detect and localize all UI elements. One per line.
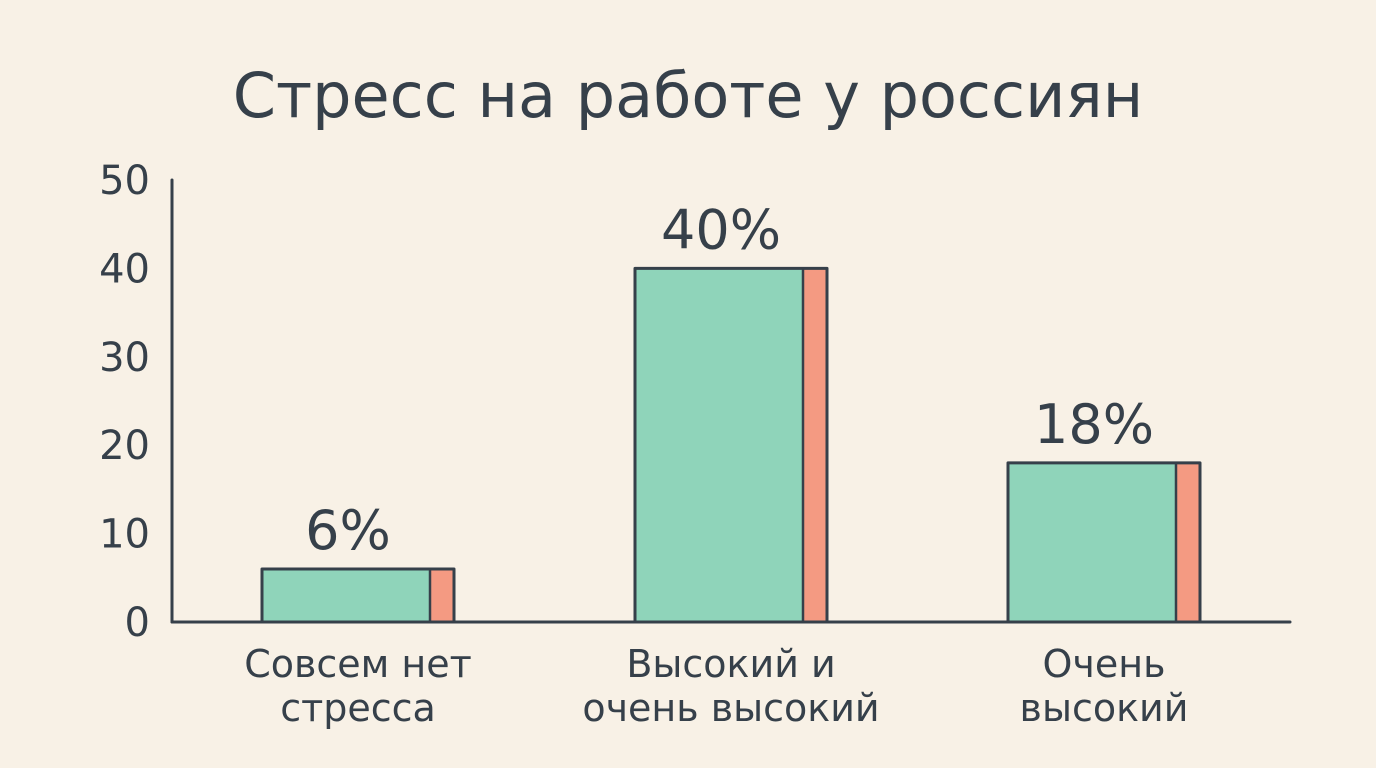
bar-side bbox=[1176, 462, 1200, 622]
bar-face bbox=[262, 568, 430, 622]
category-labels: Совсем нет стресса Высокий и очень высокий О… bbox=[244, 642, 1188, 730]
category-label: Высокий и очень высокий bbox=[582, 642, 879, 730]
y-tick-label: 30 bbox=[99, 335, 150, 381]
value-labels: 6% 40% 18% bbox=[305, 198, 1154, 562]
y-tick-label: 0 bbox=[125, 600, 150, 646]
bar bbox=[633, 266, 829, 624]
bar-side bbox=[803, 268, 827, 622]
y-tick-label: 40 bbox=[99, 246, 150, 292]
category-label-line: стресса bbox=[280, 686, 436, 730]
value-label: 40% bbox=[661, 198, 781, 261]
y-tick-label: 50 bbox=[99, 158, 150, 204]
value-label: 18% bbox=[1034, 393, 1154, 456]
bar-outline bbox=[1006, 461, 1202, 624]
category-label-line: Очень bbox=[1043, 642, 1166, 686]
bar-side bbox=[430, 568, 454, 622]
bar-outline bbox=[260, 567, 456, 624]
category-label: Очень высокий bbox=[1020, 642, 1189, 730]
category-label: Совсем нет стресса bbox=[244, 642, 472, 730]
category-label-line: очень высокий bbox=[582, 686, 879, 730]
chart-title: Стресс на работе у россиян bbox=[233, 59, 1144, 132]
y-tick-labels: 0 10 20 30 40 50 bbox=[99, 158, 150, 646]
bar bbox=[1006, 461, 1202, 624]
category-label-line: Высокий и bbox=[626, 642, 835, 686]
bar-outline bbox=[633, 266, 829, 624]
bar bbox=[260, 567, 456, 624]
category-label-line: Совсем нет bbox=[244, 642, 472, 686]
y-tick-label: 20 bbox=[99, 423, 150, 469]
y-tick-label: 10 bbox=[99, 512, 150, 558]
value-label: 6% bbox=[305, 499, 391, 562]
bar-face bbox=[1008, 462, 1176, 622]
bar-face bbox=[635, 268, 803, 622]
bars bbox=[260, 266, 1202, 624]
category-label-line: высокий bbox=[1020, 686, 1189, 730]
